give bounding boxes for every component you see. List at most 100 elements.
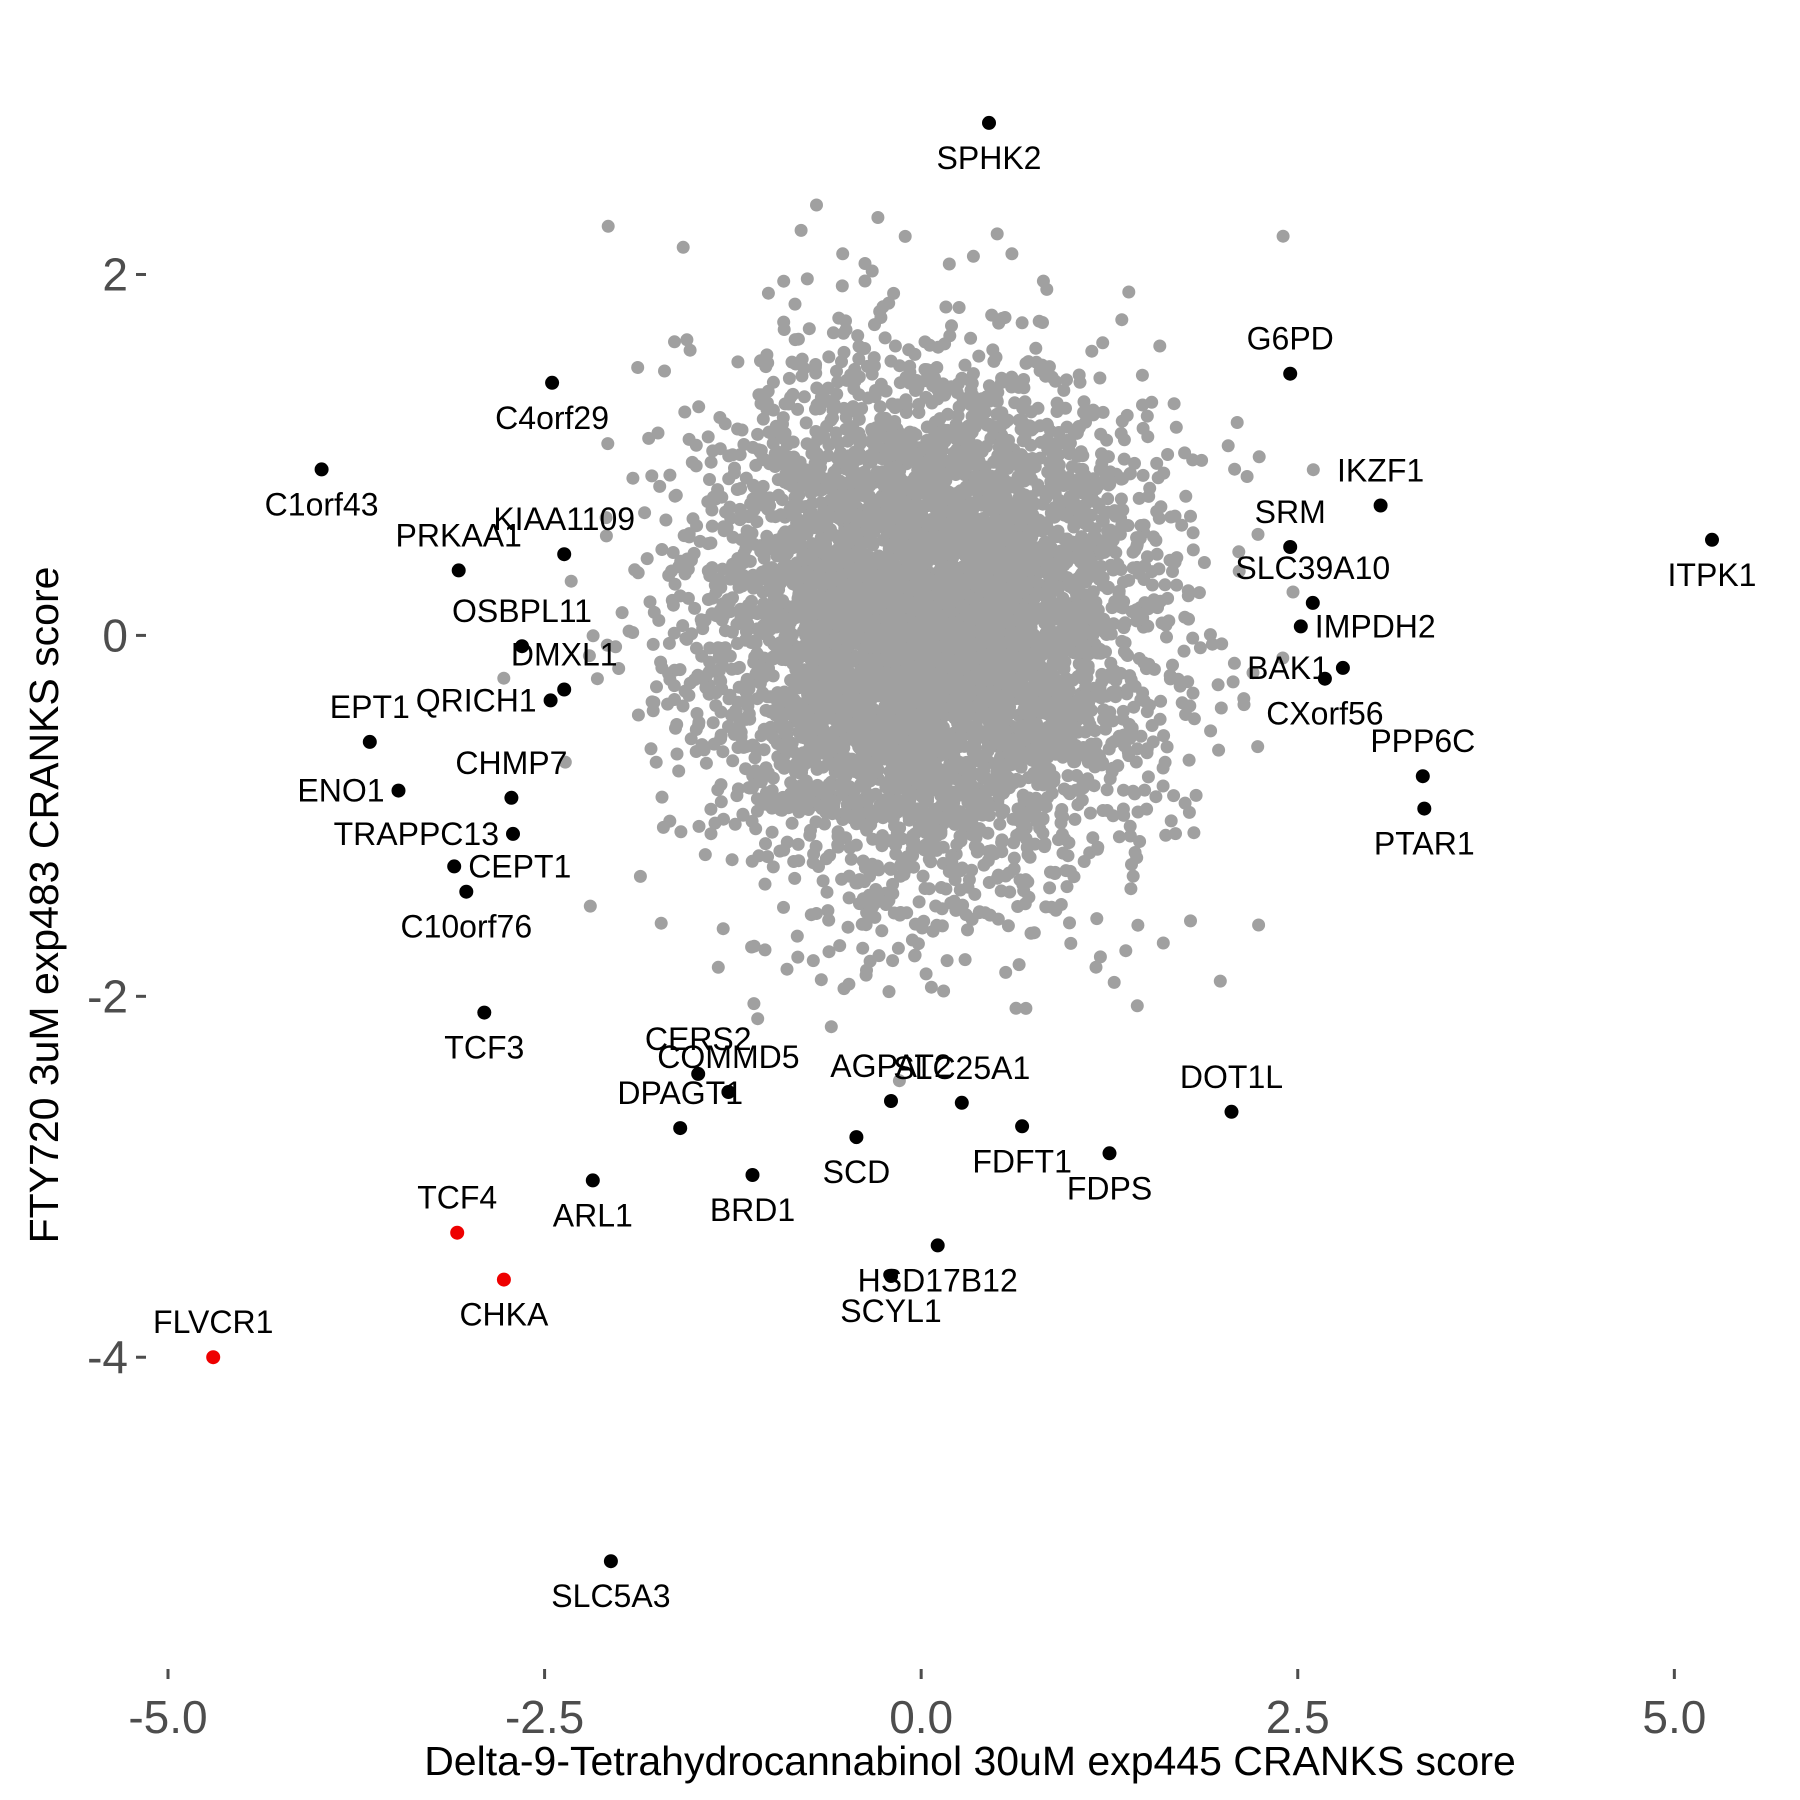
background-point: [750, 692, 764, 706]
background-point: [714, 705, 728, 719]
background-point: [1237, 698, 1251, 712]
background-point: [1060, 532, 1074, 546]
background-point: [829, 631, 843, 644]
background-point: [809, 815, 823, 829]
background-point: [985, 308, 999, 322]
background-point: [739, 471, 753, 485]
background-point: [866, 832, 880, 846]
background-point: [654, 916, 668, 930]
background-point: [800, 272, 814, 286]
background-point: [1048, 865, 1062, 879]
background-point: [667, 679, 681, 693]
background-point: [1186, 631, 1200, 645]
background-point: [891, 941, 905, 955]
background-point: [1039, 900, 1053, 914]
background-point: [1112, 830, 1126, 844]
background-point: [778, 556, 792, 570]
background-point: [1129, 755, 1143, 769]
background-point: [776, 411, 790, 425]
background-point: [1096, 336, 1110, 350]
background-point: [792, 854, 806, 868]
background-point: [855, 917, 869, 931]
background-point: [810, 198, 823, 212]
background-point: [886, 877, 900, 891]
background-point: [1132, 566, 1146, 580]
background-point: [1192, 586, 1206, 600]
background-point: [1150, 456, 1164, 470]
background-point: [645, 695, 659, 709]
background-point: [1017, 381, 1031, 395]
background-point: [972, 349, 986, 363]
background-point: [1122, 573, 1136, 587]
background-point: [716, 745, 730, 759]
background-point: [1060, 571, 1074, 585]
background-point: [929, 899, 943, 913]
background-point: [758, 943, 772, 957]
background-point: [806, 954, 820, 968]
background-point: [794, 223, 808, 237]
background-point: [741, 699, 755, 713]
background-point: [704, 802, 718, 816]
background-point: [1204, 724, 1218, 738]
background-point: [858, 257, 872, 270]
background-point: [631, 361, 645, 374]
background-point: [903, 376, 917, 390]
background-point: [962, 873, 976, 887]
background-point: [824, 1020, 838, 1034]
background-point: [751, 1012, 765, 1026]
background-point: [1123, 669, 1137, 683]
background-point: [862, 808, 875, 822]
background-point: [837, 326, 850, 340]
background-point: [757, 722, 771, 736]
background-point: [1126, 869, 1140, 883]
background-point: [995, 311, 1009, 325]
background-point: [823, 782, 836, 796]
background-point: [615, 606, 629, 620]
background-point: [716, 562, 729, 576]
background-point: [835, 872, 849, 886]
background-point: [930, 918, 944, 932]
background-point: [651, 426, 665, 440]
background-point: [1211, 678, 1225, 692]
background-point: [716, 922, 730, 936]
background-point: [1029, 341, 1043, 355]
background-point: [1081, 755, 1095, 769]
background-point: [684, 732, 698, 746]
background-point: [704, 827, 718, 841]
background-point: [1116, 712, 1130, 726]
background-point: [814, 973, 828, 987]
background-point: [1136, 468, 1150, 482]
background-point: [1251, 740, 1265, 754]
background-point: [821, 904, 835, 918]
background-point: [1015, 316, 1029, 330]
background-point: [633, 869, 647, 883]
background-point: [1121, 649, 1135, 662]
background-point: [1160, 630, 1173, 644]
background-point: [1149, 790, 1163, 804]
background-point: [690, 641, 703, 655]
background-point: [822, 350, 836, 364]
background-point: [497, 671, 511, 685]
background-point: [819, 806, 833, 820]
background-point: [728, 817, 742, 831]
background-point: [1161, 448, 1175, 461]
background-point: [1022, 890, 1036, 904]
background-point: [945, 319, 958, 333]
background-point: [987, 354, 1001, 368]
background-point: [1215, 637, 1229, 651]
background-point: [972, 906, 986, 920]
background-point: [673, 663, 687, 677]
background-point: [1089, 960, 1103, 974]
background-points: [497, 198, 1320, 1088]
background-point: [836, 247, 850, 261]
background-point: [1064, 747, 1078, 761]
background-point: [748, 740, 762, 754]
background-point: [1119, 944, 1133, 958]
background-point: [995, 833, 1009, 847]
background-point: [865, 367, 879, 381]
background-point: [626, 471, 640, 485]
background-point: [1068, 812, 1082, 826]
background-point: [680, 333, 694, 347]
background-point: [1094, 427, 1108, 441]
